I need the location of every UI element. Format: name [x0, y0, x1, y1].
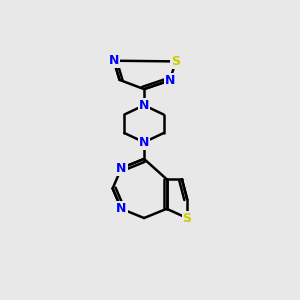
Text: S: S: [182, 212, 191, 224]
Text: N: N: [139, 136, 149, 149]
Text: N: N: [109, 54, 119, 67]
Text: N: N: [116, 162, 127, 175]
Text: S: S: [171, 55, 180, 68]
Text: N: N: [139, 99, 149, 112]
Text: N: N: [116, 202, 127, 215]
Text: N: N: [165, 74, 175, 87]
